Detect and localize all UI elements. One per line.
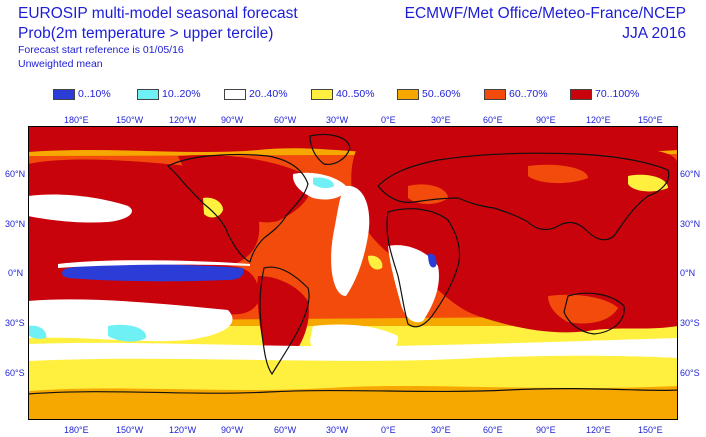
- legend-swatch: [311, 88, 333, 100]
- legend: 0..10% 10..20% 20..40% 40..50% 50..60% 6…: [0, 87, 706, 103]
- coast-africa: [386, 208, 461, 328]
- field-10-20-natlantic: [313, 177, 334, 189]
- lat-label-right: 30°N: [680, 219, 701, 229]
- lon-label-bottom: 60°W: [274, 425, 297, 435]
- legend-label: 50..60%: [422, 88, 461, 100]
- field-70-100-namerica: [178, 154, 311, 223]
- lon-label-bottom: 120°E: [586, 425, 611, 435]
- lat-label-left: 60°N: [5, 169, 26, 179]
- legend-item: 0..10%: [53, 87, 111, 101]
- lat-label-left: 60°S: [5, 368, 25, 378]
- forecast-start-note: Forecast start reference is 01/05/16: [18, 44, 184, 56]
- lon-label-top: 30°W: [326, 115, 349, 125]
- lat-label-left: 0°N: [8, 268, 24, 278]
- lon-label-bottom: 60°E: [483, 425, 503, 435]
- field-20-40-eqpacific-edge: [58, 260, 250, 268]
- coast-australia: [563, 292, 625, 335]
- field-50-60-antarctic: [28, 386, 678, 420]
- lon-label-top: 30°E: [431, 115, 451, 125]
- map-subtitle: Prob(2m temperature > upper tercile): [18, 25, 274, 42]
- lon-label-top: 60°W: [274, 115, 297, 125]
- lat-label-right: 60°S: [680, 368, 700, 378]
- legend-swatch: [570, 88, 592, 100]
- legend-label: 0..10%: [78, 88, 111, 100]
- field-40-50-southern-ocean: [28, 355, 678, 376]
- legend-swatch: [397, 88, 419, 100]
- legend-item: 40..50%: [311, 87, 375, 101]
- lon-label-top: 90°W: [221, 115, 244, 125]
- field-20-40-npacific: [28, 194, 132, 223]
- legend-label: 70..100%: [595, 88, 640, 100]
- lon-label-top: 180°E: [64, 115, 89, 125]
- field-20-40-spacific: [28, 299, 233, 342]
- legend-item: 20..40%: [224, 87, 288, 101]
- coast-north-america: [166, 153, 309, 263]
- lon-label-bottom: 180°E: [64, 425, 89, 435]
- field-20-40-africa: [388, 245, 439, 323]
- field-10-20-spacific: [108, 324, 147, 342]
- field-60-70-siberia: [528, 164, 588, 184]
- map-title: EUROSIP multi-model seasonal forecast: [18, 5, 298, 22]
- lon-label-bottom: 30°W: [326, 425, 349, 435]
- coast-antarctica: [28, 388, 678, 395]
- legend-swatch: [224, 88, 246, 100]
- field-10-20-spacific2: [28, 325, 47, 339]
- coastlines: [28, 133, 678, 395]
- legend-item: 10..20%: [137, 87, 201, 101]
- lon-label-top: 120°W: [169, 115, 197, 125]
- lat-label-right: 0°N: [680, 268, 696, 278]
- lon-label-top: 0°E: [381, 115, 396, 125]
- legend-label: 40..50%: [336, 88, 375, 100]
- legend-swatch: [137, 88, 159, 100]
- lat-label-left: 30°S: [5, 318, 25, 328]
- lat-label-right: 60°N: [680, 169, 701, 179]
- legend-item: 60..70%: [484, 87, 548, 101]
- lon-label-bottom: 150°W: [116, 425, 144, 435]
- legend-swatch: [484, 88, 506, 100]
- model-centres: ECMWF/Met Office/Meteo-France/NCEP: [404, 5, 686, 22]
- field-20-40-eqatlantic: [331, 185, 370, 296]
- lon-label-top: 150°W: [116, 115, 144, 125]
- field-40-50-spot: [203, 197, 223, 218]
- legend-swatch: [53, 88, 75, 100]
- season-label: JJA 2016: [622, 25, 686, 42]
- lat-label-left: 30°N: [5, 219, 26, 229]
- probability-map: [28, 126, 678, 420]
- field-0-10-eastafrica: [428, 253, 437, 268]
- field-0-10-eqpacific: [62, 264, 244, 282]
- weighting-note: Unweighted mean: [18, 58, 103, 70]
- field-40-50-eastasia: [628, 174, 668, 192]
- lon-label-bottom: 150°E: [638, 425, 663, 435]
- legend-label: 60..70%: [509, 88, 548, 100]
- lon-label-top: 60°E: [483, 115, 503, 125]
- legend-item: 70..100%: [570, 87, 639, 101]
- legend-label: 20..40%: [249, 88, 288, 100]
- coast-eurasia: [377, 152, 670, 241]
- lon-label-bottom: 90°E: [536, 425, 556, 435]
- field-40-50-spot2: [368, 255, 383, 270]
- lon-label-bottom: 120°W: [169, 425, 197, 435]
- lon-label-top: 90°E: [536, 115, 556, 125]
- map-frame: [28, 126, 678, 420]
- lon-label-bottom: 30°E: [431, 425, 451, 435]
- coast-south-america: [259, 266, 310, 376]
- lat-label-right: 30°S: [680, 318, 700, 328]
- lon-label-bottom: 90°W: [221, 425, 244, 435]
- lon-label-top: 150°E: [638, 115, 663, 125]
- coast-greenland: [309, 133, 351, 165]
- legend-item: 50..60%: [397, 87, 461, 101]
- lon-label-top: 120°E: [586, 115, 611, 125]
- lon-label-bottom: 0°E: [381, 425, 396, 435]
- legend-label: 10..20%: [162, 88, 201, 100]
